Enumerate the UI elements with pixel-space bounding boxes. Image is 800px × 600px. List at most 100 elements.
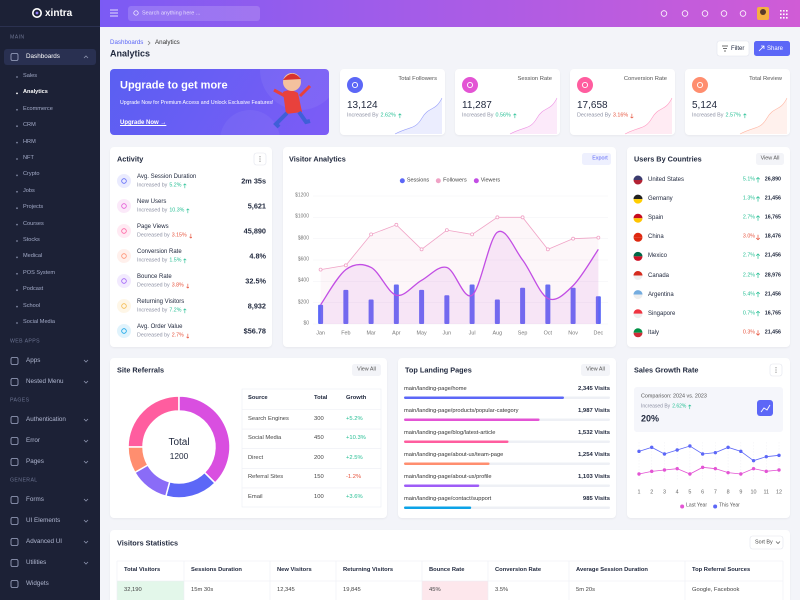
menu-item[interactable]: Nested Menu [26,377,64,385]
change-text: Decreased by [137,332,170,339]
table-header: Average Session Duration [576,567,648,574]
legend: Last Year This Year [680,503,740,509]
landing-path[interactable]: main/landing-page/products/popular-categ… [404,408,519,415]
view-all-button[interactable]: View All [760,155,780,162]
submenu-item[interactable]: Courses [23,220,44,227]
view-all-button[interactable]: View All [357,366,376,373]
sparkline-area [740,98,787,134]
breadcrumb[interactable]: Dashboards [110,38,144,46]
submenu-item[interactable]: HRM [23,138,36,145]
stat-icon-glyph [466,81,474,89]
stat-value: 11,287 [462,100,492,111]
submenu-bullet [16,289,18,292]
menu-item[interactable]: Advanced UI [26,537,63,545]
menu-dot [259,158,261,160]
legend-item: Viewers [473,178,500,184]
submenu-item[interactable]: Crypto [23,171,40,178]
card [110,147,272,347]
filter-button[interactable]: Filter [731,45,745,52]
grid-icon [783,17,785,19]
trend-arrow [755,330,761,336]
submenu-item[interactable]: Medical [23,253,43,260]
submenu-item[interactable]: POS System [23,270,56,276]
landing-path[interactable]: main/landing-page/blog/latest-article [404,430,496,437]
chevron [83,561,89,565]
activity-icon [117,249,131,263]
logo-icon [31,8,42,18]
cell-highlight [117,581,184,600]
header-icon [660,10,668,17]
submenu-item[interactable]: CRM [23,122,36,129]
legend-label: Followers [443,177,467,184]
legend-item: Last Year [680,503,707,509]
x-tick-label: Oct [543,330,553,337]
progress-bar [404,418,540,421]
arrow-path [397,113,402,119]
table-border [241,388,382,508]
upgrade-link[interactable]: Upgrade Now → [120,120,167,126]
donut-segment [164,471,217,499]
point [520,215,525,220]
change-line: Decreased by 2.7% [137,332,190,339]
trend-arrow [755,253,761,259]
menu-item[interactable]: Forms [26,495,44,503]
table-cell: 19,845 [343,587,361,594]
submenu-item[interactable]: Ecommerce [23,106,53,112]
country-change: 2.7% [742,252,755,259]
landing-path[interactable]: main/landing-page/about-us/profile [404,474,492,481]
view-all-button[interactable]: View All [586,366,605,373]
menu-item[interactable]: Utilities [26,558,47,566]
table-cell: Search Engines [248,415,289,422]
x-tick-label: 7 [713,489,717,496]
submenu-item[interactable]: Social Media [23,319,56,326]
menu-icon [10,559,19,567]
submenu-item[interactable]: Stocks [23,237,40,244]
export-button[interactable]: Export [592,155,608,162]
landing-path[interactable]: main/landing-page/about-us/team-page [404,452,504,459]
x-tick-label: 12 [776,489,782,496]
submenu-item[interactable]: School [23,302,41,309]
menu-dot [775,371,777,373]
menu-item[interactable]: Apps [26,356,41,364]
landing-visits: 1,254 Visits [578,452,610,459]
flag [633,218,643,223]
sparkline-area [625,98,672,134]
share-button[interactable]: Share [767,45,784,52]
country-change: 0.7% [742,310,755,317]
landing-path[interactable]: main/landing-page/home [404,386,467,393]
menu-item[interactable]: Authentication [26,415,66,423]
menu-item[interactable]: Error [26,436,40,444]
menu-item[interactable]: Widgets [26,579,49,587]
submenu-item[interactable]: Sales [23,73,37,80]
menu-item[interactable]: Pages [26,457,44,465]
upgrade-text: Upgrade Now for Premium Access and Unloc… [120,100,274,107]
logo-icon-dot [35,11,39,15]
chevron [775,541,781,545]
line [320,216,599,270]
table-header: Returning Visitors [343,567,394,574]
submenu-item[interactable]: Analytics [23,89,48,96]
menu-item[interactable]: Dashboards [26,52,60,60]
trend-arrow [397,113,402,119]
submenu-item[interactable]: Jobs [23,188,35,194]
activity-icon-glyph [121,303,127,309]
menu-item[interactable]: UI Elements [26,516,61,524]
activity-label: Bounce Rate [137,274,172,280]
decor [260,30,340,110]
point [343,263,348,268]
search-placeholder[interactable]: Search anything here ... [142,9,201,16]
submenu-item[interactable]: Podcast [23,286,44,293]
card-title: Site Referrals [117,365,165,375]
change-text: Increased By [692,112,724,119]
chevron [83,498,89,502]
sort-button[interactable]: Sort By [755,538,773,545]
submenu-item[interactable]: NFT [23,155,34,162]
submenu-bullet [16,174,18,177]
x-tick-label: 9 [739,489,743,496]
donut-center-label: Total [168,437,190,448]
stat-icon-glyph [696,81,704,89]
submenu-item[interactable]: Projects [23,204,44,211]
landing-path[interactable]: main/landing-page/contact/support [404,496,492,503]
submenu-bullet [16,190,18,193]
